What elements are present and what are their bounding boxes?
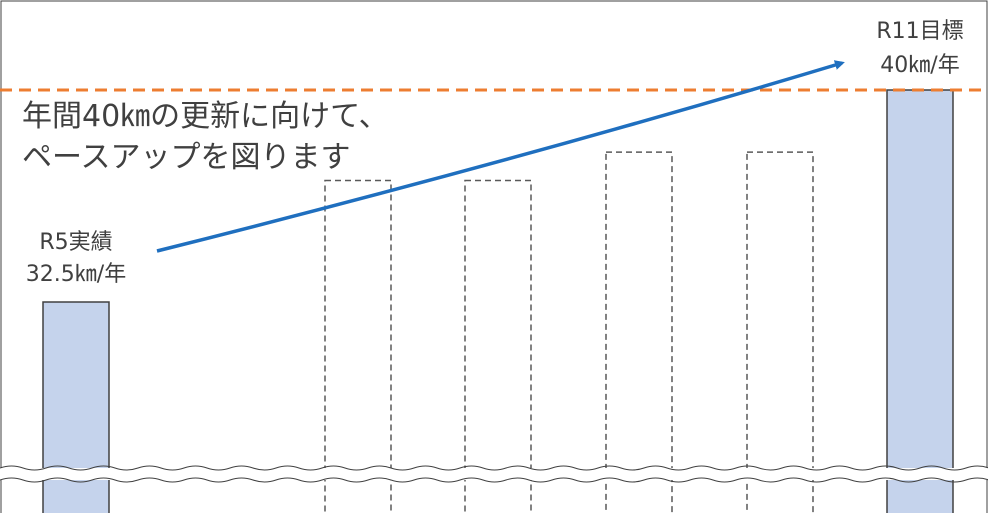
bar-projected-4 [746, 151, 814, 513]
last-bar-label-value: 40㎞/年 [880, 53, 959, 78]
first-bar-label-name: R5実績 [39, 230, 112, 255]
axis-break-line-top [0, 465, 988, 471]
axis-break-fill [0, 468, 988, 480]
trend-arrow [156, 60, 845, 253]
bar-actual-5 [886, 89, 954, 513]
last-bar-label-name: R11目標 [876, 19, 963, 44]
bar-projected-1 [324, 179, 392, 513]
bar-projected-3 [605, 151, 673, 513]
bar-projected-2 [464, 179, 532, 513]
annotation-line-2: ペースアップを図ります [22, 140, 351, 175]
first-bar-label-value: 32.5㎞/年 [26, 262, 126, 287]
axis-break-line-bottom [0, 477, 988, 483]
annotation-line-1: 年間40㎞の更新に向けて、 [22, 99, 389, 134]
axis-break [0, 465, 988, 483]
